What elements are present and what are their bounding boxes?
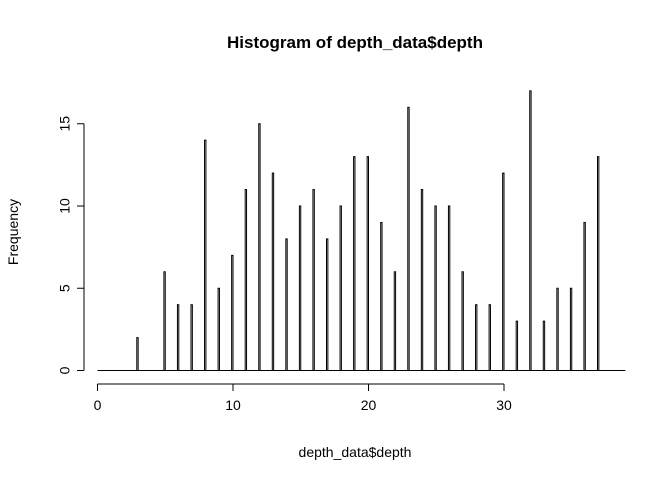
histogram-bar [488, 304, 491, 372]
histogram-bar [366, 156, 369, 371]
y-axis-label: Frequency [5, 199, 21, 265]
histogram-bar [353, 156, 356, 371]
histogram-bar [434, 205, 437, 371]
histogram-bar [556, 287, 559, 371]
histogram-bar [258, 123, 261, 371]
y-tick-label: 0 [57, 366, 73, 374]
histogram-bar [461, 271, 464, 371]
bars-group [97, 90, 626, 372]
histogram-bar [529, 90, 532, 371]
y-tick-label: 10 [57, 198, 73, 214]
histogram-bar [190, 304, 193, 372]
x-tick-label: 20 [361, 397, 377, 413]
histogram-bar [407, 106, 410, 372]
histogram-bar [596, 156, 600, 371]
histogram-bar [136, 337, 139, 372]
histogram-bar [515, 320, 519, 371]
histogram-bar [204, 139, 207, 371]
histogram-bar [176, 304, 180, 372]
y-tick-label: 15 [57, 116, 73, 132]
histogram-bar [325, 238, 329, 371]
histogram-bar [502, 172, 505, 371]
x-tick-label: 0 [94, 397, 102, 413]
histogram-bar [217, 287, 220, 371]
histogram-bar [163, 271, 166, 371]
x-axis-label: depth_data$depth [299, 444, 412, 460]
x-tick-label: 10 [225, 397, 241, 413]
histogram-bar [298, 205, 302, 371]
histogram-bar [542, 320, 546, 371]
histogram-bar [231, 254, 234, 372]
histogram-bar [447, 205, 451, 371]
y-tick-label: 5 [57, 284, 73, 292]
chart-title: Histogram of depth_data$depth [227, 33, 483, 52]
x-tick-label: 30 [496, 397, 512, 413]
histogram-bar [583, 221, 586, 371]
histogram-bar [475, 304, 478, 372]
histogram-bar [285, 238, 288, 371]
y-axis: 0 5 10 15 [57, 116, 85, 374]
histogram-bar [312, 189, 315, 371]
histogram-bar [393, 271, 397, 371]
histogram-bar [569, 287, 573, 371]
histogram-bar [244, 189, 248, 371]
histogram-bar [420, 189, 424, 371]
histogram-bar [380, 221, 383, 371]
x-axis: 0 10 20 30 [94, 383, 512, 413]
histogram-bar [271, 172, 275, 371]
histogram-bar [339, 205, 342, 371]
